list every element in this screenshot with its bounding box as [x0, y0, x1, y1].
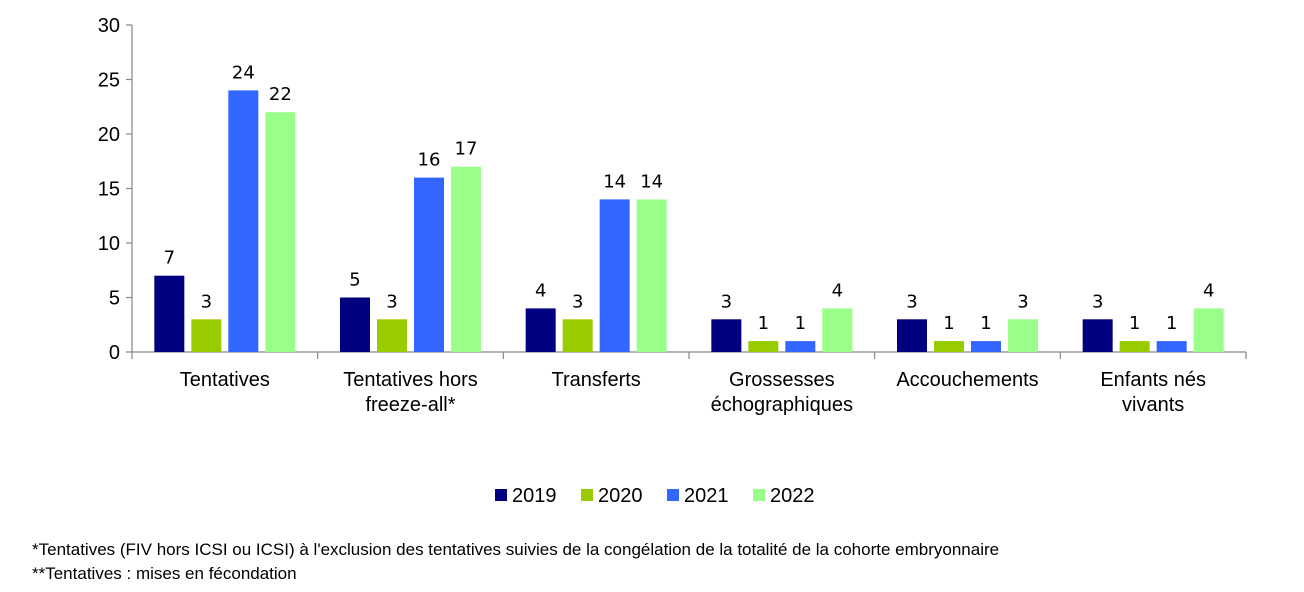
y-tick-label: 20 [98, 124, 120, 146]
category-label: échographiques [711, 394, 853, 416]
category-label: Grossesses [729, 369, 835, 391]
bar-2021 [414, 177, 444, 352]
footnote-tentatives: **Tentatives : mises en fécondation [32, 564, 297, 583]
legend-label-2019: 2019 [512, 485, 557, 507]
category-label: Tentatives hors [343, 369, 478, 391]
y-tick-label: 0 [109, 342, 120, 364]
footnotes: *Tentatives (FIV hors ICSI ou ICSI) à l'… [32, 538, 999, 586]
bar-2019 [897, 319, 927, 352]
x-axis: Tentatives Tentatives hors freeze-all* Tran… [131, 351, 1247, 416]
bar-2022 [636, 199, 667, 352]
legend-label-2020: 2020 [598, 485, 643, 507]
data-label: 16 [418, 150, 441, 171]
y-tick-label: 25 [98, 70, 120, 92]
bar-2022 [1008, 319, 1038, 352]
data-label: 4 [1203, 280, 1214, 301]
bar-2021 [971, 341, 1001, 352]
bar-2020 [748, 341, 779, 352]
bar-2021 [1156, 341, 1187, 352]
legend-swatch-2020 [581, 489, 593, 501]
data-label: 4 [832, 280, 843, 301]
legend-swatch-2022 [753, 489, 765, 501]
y-tick-label: 30 [98, 15, 120, 37]
bars [154, 90, 1224, 353]
data-label: 3 [721, 291, 732, 312]
bar-2022 [265, 112, 296, 352]
data-label: 3 [386, 291, 397, 312]
category-label: Transferts [552, 369, 641, 391]
y-axis: 0 5 10 15 20 25 30 [98, 15, 133, 364]
category-label: Enfants nés [1100, 369, 1206, 391]
data-label: 14 [640, 171, 663, 192]
bar-2021 [228, 90, 259, 353]
bar-2019 [154, 275, 185, 352]
bar-2019 [1082, 319, 1113, 352]
data-label: 3 [906, 291, 917, 312]
data-label: 17 [455, 139, 478, 160]
data-label: 3 [572, 291, 583, 312]
y-tick-label: 5 [109, 288, 120, 310]
y-tick-label: 15 [98, 179, 120, 201]
data-label: 3 [1092, 291, 1103, 312]
data-label: 3 [1017, 291, 1028, 312]
bar-2021 [785, 341, 816, 352]
data-label: 3 [201, 291, 212, 312]
footnote-freeze-all: *Tentatives (FIV hors ICSI ou ICSI) à l'… [32, 540, 1000, 559]
data-label: 1 [758, 313, 769, 334]
bar-2020 [934, 341, 964, 352]
y-tick-label: 10 [98, 233, 120, 255]
legend-label-2021: 2021 [684, 485, 729, 507]
data-label: 24 [232, 62, 255, 83]
legend: 2019 2020 2021 2022 [495, 485, 815, 507]
legend-swatch-2019 [495, 489, 507, 501]
bar-2020 [191, 319, 222, 352]
data-label: 1 [943, 313, 954, 334]
legend-swatch-2021 [667, 489, 679, 501]
bar-2019 [711, 319, 742, 352]
data-label: 1 [1129, 313, 1140, 334]
data-label: 5 [349, 270, 360, 291]
data-label: 4 [535, 280, 546, 301]
category-label: freeze-all* [365, 394, 455, 416]
legend-label-2022: 2022 [770, 485, 815, 507]
data-label: 1 [795, 313, 806, 334]
bar-2022 [451, 166, 481, 352]
data-label: 22 [269, 84, 292, 105]
bar-2022 [822, 308, 853, 352]
data-label: 1 [980, 313, 991, 334]
data-label: 1 [1166, 313, 1177, 334]
bar-2020 [1119, 341, 1150, 352]
data-label: 7 [164, 248, 175, 269]
category-label: vivants [1122, 394, 1184, 416]
data-label: 14 [603, 171, 626, 192]
bar-2020 [562, 319, 593, 352]
category-label: Accouchements [896, 369, 1038, 391]
bar-2019 [525, 308, 556, 352]
bar-2022 [1193, 308, 1224, 352]
bar-2019 [340, 297, 370, 352]
bar-2020 [377, 319, 407, 352]
bar-2021 [599, 199, 630, 352]
category-label: Tentatives [180, 369, 270, 391]
